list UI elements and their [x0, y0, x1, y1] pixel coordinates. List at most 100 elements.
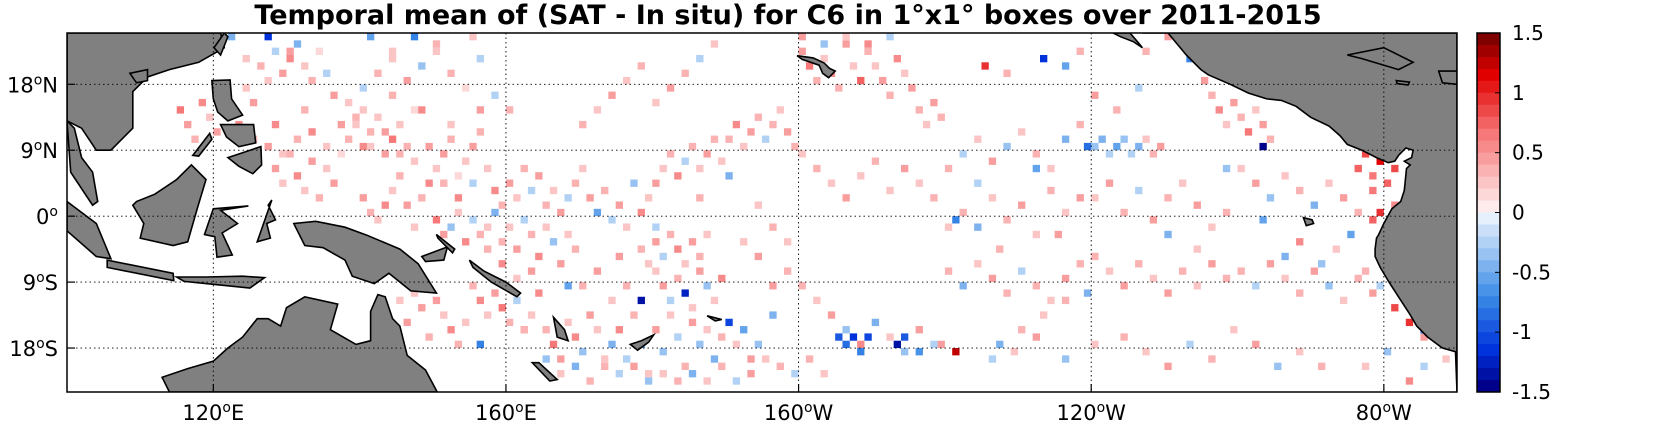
data-cell	[637, 62, 645, 70]
data-cell	[1405, 318, 1414, 327]
data-cell	[754, 201, 762, 209]
colorbar-band	[1477, 44, 1500, 58]
data-cell	[301, 62, 309, 70]
data-cell	[798, 47, 806, 55]
colorbar-band	[1477, 284, 1500, 297]
new-ireland-island	[435, 233, 456, 255]
data-cell	[644, 370, 653, 378]
moluccas-islands	[255, 199, 277, 243]
data-cell	[864, 47, 872, 55]
data-cell	[557, 260, 565, 268]
data-cell	[652, 179, 660, 187]
data-cell	[491, 289, 499, 297]
colorbar-band	[1477, 332, 1500, 345]
data-cell	[579, 164, 587, 173]
data-cell	[769, 282, 777, 290]
data-cell	[271, 47, 280, 55]
data-cell	[403, 76, 411, 85]
data-cell	[359, 142, 367, 151]
data-cell	[498, 201, 506, 209]
australia-mainland	[160, 293, 439, 392]
data-cell	[615, 252, 623, 261]
colorbar-band	[1477, 56, 1500, 70]
data-cell	[1076, 260, 1084, 268]
data-cell	[820, 370, 828, 378]
data-cell	[623, 282, 631, 290]
data-cell	[696, 164, 704, 173]
data-cell	[696, 340, 704, 349]
data-cell	[718, 333, 726, 341]
data-cell	[1135, 186, 1143, 195]
data-cell	[915, 179, 923, 187]
colorbar-band	[1477, 152, 1500, 166]
data-cell	[513, 274, 521, 283]
data-cell	[1296, 238, 1304, 246]
data-cell	[988, 355, 997, 363]
data-cell	[279, 179, 287, 187]
data-cell	[1266, 194, 1275, 202]
data-cell	[520, 164, 528, 173]
data-cell	[1222, 274, 1231, 283]
data-cell	[1018, 267, 1026, 275]
data-cell	[601, 186, 609, 195]
data-cell	[491, 186, 499, 195]
data-cell	[652, 267, 660, 275]
data-cell	[571, 333, 580, 341]
colorbar-band	[1477, 33, 1500, 46]
data-cell	[1208, 260, 1216, 268]
data-cell	[1032, 150, 1040, 158]
data-cell	[732, 340, 741, 349]
data-cell	[608, 340, 616, 349]
data-cell	[871, 62, 880, 70]
data-cell	[820, 54, 828, 63]
data-cell	[674, 172, 682, 180]
colorbar-band	[1477, 272, 1500, 285]
data-cell	[1032, 282, 1040, 290]
data-cell	[952, 216, 960, 224]
data-cell	[1061, 208, 1070, 217]
data-cell	[1120, 208, 1128, 217]
data-cell	[674, 377, 682, 385]
data-cell	[1391, 201, 1399, 209]
data-cell	[418, 106, 426, 114]
data-cell	[249, 98, 258, 107]
data-cell	[835, 333, 843, 341]
data-cell	[725, 135, 733, 143]
data-cell	[542, 326, 550, 334]
data-cell	[535, 172, 543, 180]
data-cell	[849, 333, 858, 341]
data-cell	[827, 311, 836, 319]
data-cell	[988, 274, 997, 283]
data-cell	[857, 172, 865, 180]
data-cell	[996, 340, 1004, 349]
data-cell	[410, 223, 419, 231]
data-cell	[1200, 76, 1209, 85]
data-cell	[944, 223, 953, 231]
x-tick-label: 120oE	[182, 400, 244, 425]
data-cell	[1252, 106, 1260, 114]
new-guinea-island	[292, 220, 438, 295]
data-cell	[454, 208, 463, 217]
data-cell	[264, 76, 272, 85]
data-cell	[1369, 289, 1377, 297]
data-cell	[791, 142, 799, 151]
data-cell	[1186, 340, 1194, 349]
data-cell	[1369, 186, 1377, 195]
data-cell	[1120, 333, 1128, 341]
data-cell	[1076, 194, 1084, 202]
data-cell	[527, 186, 536, 195]
data-cell	[388, 54, 397, 63]
data-cell	[710, 40, 719, 48]
data-cell	[257, 62, 265, 70]
data-cell	[264, 142, 272, 151]
data-cell	[1047, 296, 1055, 305]
solomon-islands	[468, 259, 522, 298]
data-cell	[374, 216, 382, 224]
data-cell	[630, 311, 638, 319]
data-cell	[718, 274, 726, 283]
data-cell	[505, 106, 514, 114]
data-cell	[1318, 260, 1326, 268]
data-cell	[476, 106, 484, 114]
data-cell	[1061, 62, 1070, 70]
data-cell	[542, 355, 550, 363]
